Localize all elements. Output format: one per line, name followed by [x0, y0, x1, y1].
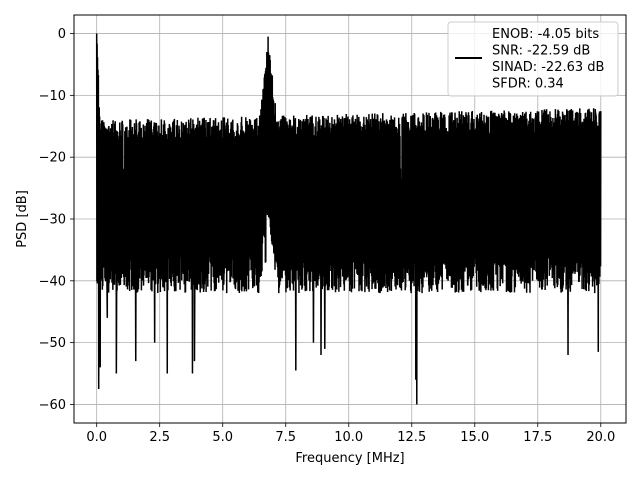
y-tick-label: −20 [39, 151, 66, 166]
plot-area [95, 33, 602, 405]
x-axis-label: Frequency [MHz] [295, 451, 404, 466]
x-tick-label: 0.0 [86, 430, 107, 445]
x-tick-label: 20.0 [586, 430, 615, 445]
x-tick-label: 2.5 [149, 430, 170, 445]
y-axis: 0 −10 −20 −30 −40 −50 −60 [39, 27, 74, 413]
psd-series-line [95, 33, 602, 405]
legend-entry-enob: ENOB: -4.05 bits [492, 27, 599, 42]
x-axis: 0.0 2.5 5.0 7.5 10.0 12.5 15.0 17.5 20.0 [86, 423, 615, 445]
y-tick-label: −30 [39, 213, 66, 228]
legend-entry-sfdr: SFDR: 0.34 [492, 77, 564, 92]
x-tick-label: 12.5 [397, 430, 426, 445]
x-tick-label: 17.5 [523, 430, 552, 445]
y-tick-label: −10 [39, 89, 66, 104]
legend-entry-sinad: SINAD: -22.63 dB [492, 60, 604, 75]
x-tick-label: 15.0 [460, 430, 489, 445]
y-tick-label: −40 [39, 274, 66, 289]
y-tick-label: −60 [39, 398, 66, 413]
y-tick-label: 0 [58, 27, 66, 42]
x-tick-label: 7.5 [275, 430, 296, 445]
x-tick-label: 10.0 [334, 430, 363, 445]
legend: ENOB: -4.05 bits SNR: -22.59 dB SINAD: -… [447, 21, 619, 97]
legend-entry-snr: SNR: -22.59 dB [492, 44, 590, 59]
x-tick-label: 5.0 [212, 430, 233, 445]
y-tick-label: −50 [39, 336, 66, 351]
legend-box [447, 21, 619, 97]
y-axis-label: PSD [dB] [15, 190, 30, 248]
